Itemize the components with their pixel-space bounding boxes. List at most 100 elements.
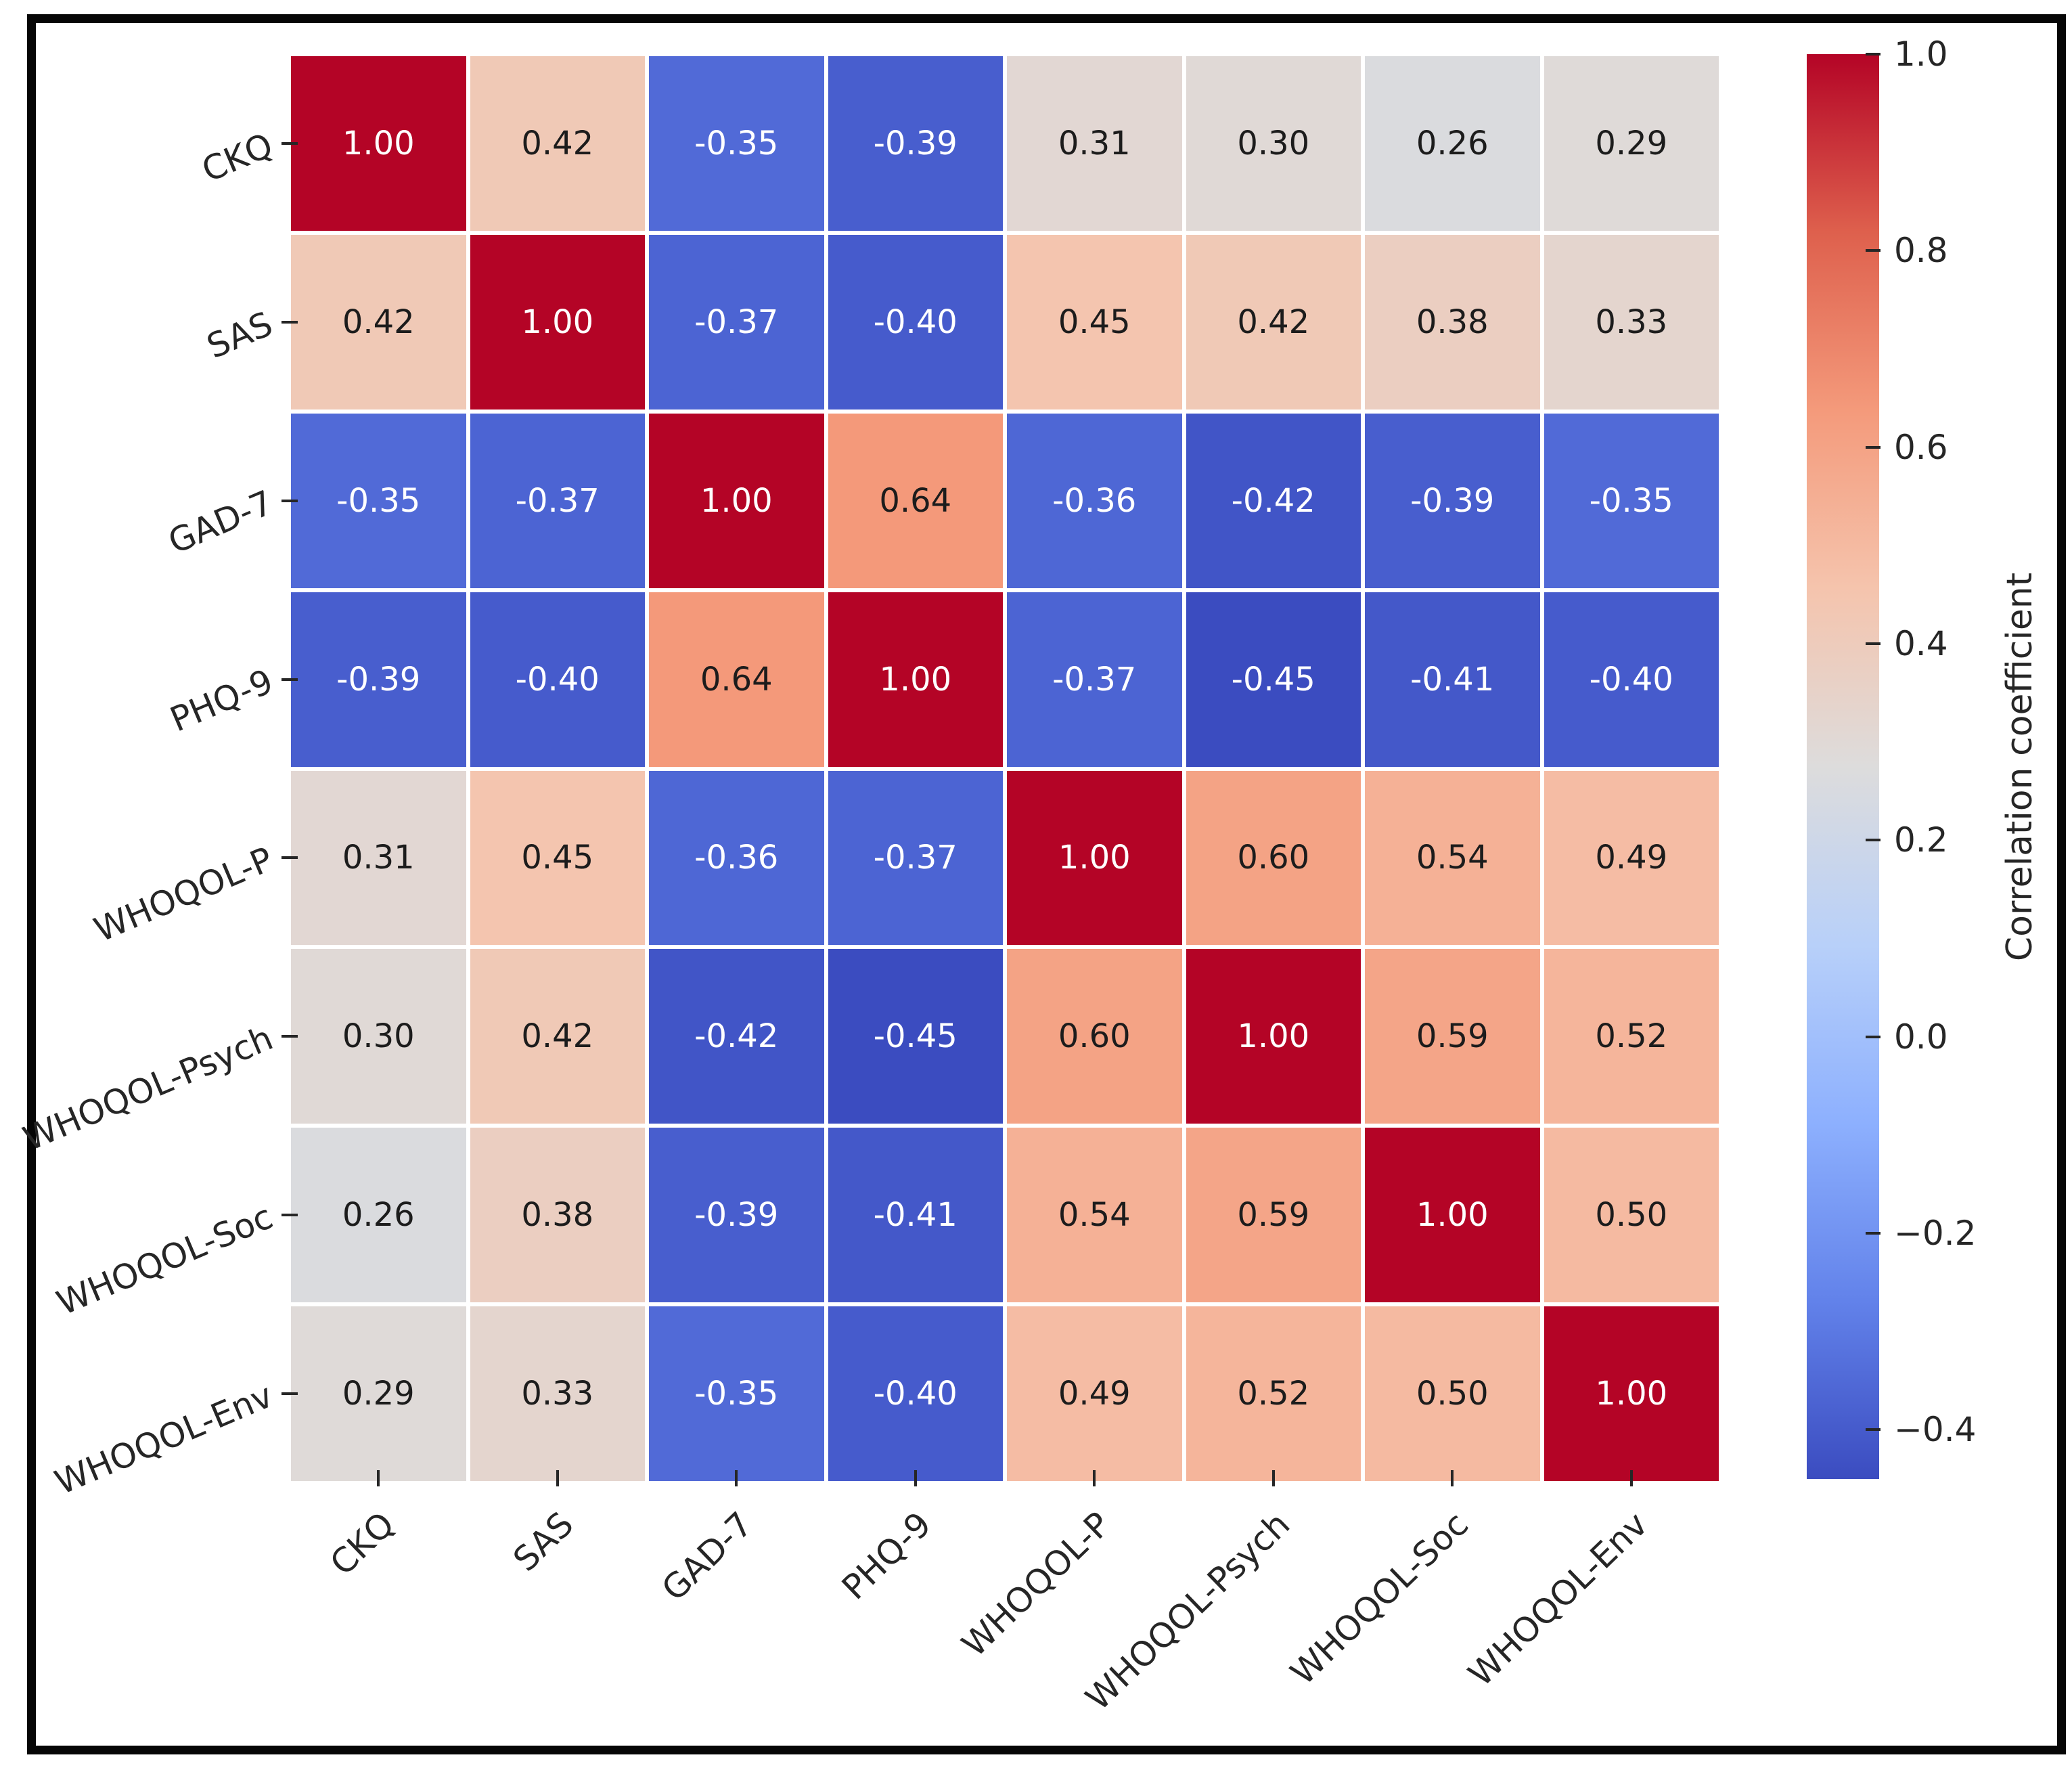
heatmap-cell-PHQ-9-SAS: -0.40 — [470, 592, 645, 767]
colorbar-tick-label: 0.4 — [1894, 624, 1948, 664]
heatmap-cell-WHOQOL-Soc-WHOQOL-P: 0.54 — [1007, 1128, 1182, 1303]
x-axis-tick — [735, 1470, 738, 1486]
heatmap-cell-WHOQOL-Psych-CKQ: 0.30 — [291, 949, 466, 1124]
heatmap-cell-SAS-SAS: 1.00 — [470, 234, 645, 410]
colorbar-tick-label: 0.2 — [1894, 820, 1948, 860]
x-axis-tick — [556, 1470, 559, 1486]
x-axis-tick — [1629, 1470, 1633, 1486]
heatmap-cell-SAS-WHOQOL-Psych: 0.42 — [1186, 234, 1361, 410]
heatmap-cell-CKQ-SAS: 0.42 — [470, 56, 645, 231]
colorbar-tick — [1866, 1232, 1880, 1235]
heatmap-cell-SAS-GAD-7: -0.37 — [649, 234, 824, 410]
heatmap-cell-WHOQOL-Psych-PHQ-9: -0.45 — [828, 949, 1003, 1124]
heatmap-cell-GAD-7-CKQ: -0.35 — [291, 413, 466, 588]
heatmap-cell-WHOQOL-Psych-SAS: 0.42 — [470, 949, 645, 1124]
heatmap-cell-PHQ-9-GAD-7: 0.64 — [649, 592, 824, 767]
colorbar-tick-label: 0.6 — [1894, 427, 1948, 467]
y-axis-tick — [281, 1392, 298, 1396]
colorbar-tick-label: 1.0 — [1894, 35, 1948, 74]
heatmap-cell-GAD-7-WHOQOL-Soc: -0.39 — [1365, 413, 1540, 588]
heatmap-cell-PHQ-9-CKQ: -0.39 — [291, 592, 466, 767]
colorbar-tick — [1866, 642, 1880, 646]
heatmap-cell-WHOQOL-Env-WHOQOL-Env: 1.00 — [1544, 1306, 1719, 1481]
y-axis-tick — [281, 1214, 298, 1217]
figure-border — [27, 14, 2066, 1754]
x-axis-tick — [914, 1470, 917, 1486]
heatmap-cell-WHOQOL-P-WHOQOL-Soc: 0.54 — [1365, 770, 1540, 946]
heatmap-cell-WHOQOL-Psych-WHOQOL-Env: 0.52 — [1544, 949, 1719, 1124]
heatmap-cell-CKQ-GAD-7: -0.35 — [649, 56, 824, 231]
heatmap-cell-GAD-7-GAD-7: 1.00 — [649, 413, 824, 588]
colorbar-gradient — [1807, 54, 1879, 1479]
heatmap-cell-WHOQOL-Soc-WHOQOL-Soc: 1.00 — [1365, 1128, 1540, 1303]
colorbar-tick-label: −0.2 — [1894, 1214, 1977, 1254]
heatmap-cell-WHOQOL-Soc-GAD-7: -0.39 — [649, 1128, 824, 1303]
heatmap-cell-WHOQOL-Soc-SAS: 0.38 — [470, 1128, 645, 1303]
heatmap-cell-WHOQOL-Soc-CKQ: 0.26 — [291, 1128, 466, 1303]
heatmap-cell-WHOQOL-Env-SAS: 0.33 — [470, 1306, 645, 1481]
heatmap-cell-WHOQOL-Soc-WHOQOL-Psych: 0.59 — [1186, 1128, 1361, 1303]
colorbar-tick — [1866, 445, 1880, 449]
colorbar-tick-label: −0.4 — [1894, 1410, 1977, 1450]
colorbar-tick — [1866, 1035, 1880, 1038]
heatmap-cell-WHOQOL-Soc-WHOQOL-Env: 0.50 — [1544, 1128, 1719, 1303]
heatmap-cell-WHOQOL-P-GAD-7: -0.36 — [649, 770, 824, 946]
heatmap-cell-GAD-7-WHOQOL-P: -0.36 — [1007, 413, 1182, 588]
heatmap-cell-WHOQOL-Env-GAD-7: -0.35 — [649, 1306, 824, 1481]
colorbar-tick-label: 0.8 — [1894, 231, 1948, 271]
heatmap-cell-SAS-WHOQOL-Env: 0.33 — [1544, 234, 1719, 410]
x-axis-tick — [377, 1470, 380, 1486]
heatmap-cell-WHOQOL-Env-CKQ: 0.29 — [291, 1306, 466, 1481]
y-axis-tick — [281, 141, 298, 145]
x-axis-tick — [1093, 1470, 1096, 1486]
heatmap-cell-WHOQOL-P-CKQ: 0.31 — [291, 770, 466, 946]
heatmap-cell-GAD-7-WHOQOL-Psych: -0.42 — [1186, 413, 1361, 588]
y-axis-tick — [281, 1035, 298, 1038]
heatmap-cell-SAS-PHQ-9: -0.40 — [828, 234, 1003, 410]
heatmap-cell-GAD-7-PHQ-9: 0.64 — [828, 413, 1003, 588]
heatmap-cell-PHQ-9-PHQ-9: 1.00 — [828, 592, 1003, 767]
x-axis-tick — [1451, 1470, 1454, 1486]
heatmap-cell-GAD-7-SAS: -0.37 — [470, 413, 645, 588]
y-axis-tick — [281, 320, 298, 324]
heatmap-cell-PHQ-9-WHOQOL-Psych: -0.45 — [1186, 592, 1361, 767]
heatmap-cell-WHOQOL-Psych-WHOQOL-Psych: 1.00 — [1186, 949, 1361, 1124]
y-axis-tick — [281, 856, 298, 860]
y-axis-tick — [281, 678, 298, 681]
heatmap-cell-WHOQOL-Env-WHOQOL-P: 0.49 — [1007, 1306, 1182, 1481]
heatmap-cell-CKQ-WHOQOL-Psych: 0.30 — [1186, 56, 1361, 231]
heatmap-cell-CKQ-WHOQOL-Env: 0.29 — [1544, 56, 1719, 231]
heatmap-cell-WHOQOL-P-PHQ-9: -0.37 — [828, 770, 1003, 946]
heatmap-cell-CKQ-PHQ-9: -0.39 — [828, 56, 1003, 231]
heatmap-cell-CKQ-CKQ: 1.00 — [291, 56, 466, 231]
heatmap-cell-WHOQOL-Psych-GAD-7: -0.42 — [649, 949, 824, 1124]
heatmap-cell-WHOQOL-Env-WHOQOL-Soc: 0.50 — [1365, 1306, 1540, 1481]
colorbar-tick — [1866, 53, 1880, 56]
colorbar-tick-label: 0.0 — [1894, 1017, 1948, 1057]
colorbar-axis-label: Correlation coefficient — [2000, 572, 2040, 961]
heatmap-cell-SAS-WHOQOL-Soc: 0.38 — [1365, 234, 1540, 410]
heatmap-cell-PHQ-9-WHOQOL-Env: -0.40 — [1544, 592, 1719, 767]
colorbar-tick — [1866, 249, 1880, 252]
correlation-heatmap: 1.00 0.42 -0.35 -0.39 0.31 0.30 0.26 0.29 0.42 1.… — [291, 56, 1719, 1481]
heatmap-cell-WHOQOL-P-WHOQOL-P: 1.00 — [1007, 770, 1182, 946]
heatmap-cell-WHOQOL-Env-WHOQOL-Psych: 0.52 — [1186, 1306, 1361, 1481]
heatmap-cell-CKQ-WHOQOL-P: 0.31 — [1007, 56, 1182, 231]
heatmap-cell-SAS-CKQ: 0.42 — [291, 234, 466, 410]
heatmap-cell-WHOQOL-Soc-PHQ-9: -0.41 — [828, 1128, 1003, 1303]
heatmap-cell-GAD-7-WHOQOL-Env: -0.35 — [1544, 413, 1719, 588]
heatmap-cell-WHOQOL-Env-PHQ-9: -0.40 — [828, 1306, 1003, 1481]
heatmap-cell-WHOQOL-Psych-WHOQOL-Soc: 0.59 — [1365, 949, 1540, 1124]
heatmap-cell-PHQ-9-WHOQOL-P: -0.37 — [1007, 592, 1182, 767]
x-axis-tick — [1271, 1470, 1275, 1486]
colorbar-tick — [1866, 1428, 1880, 1432]
heatmap-cell-SAS-WHOQOL-P: 0.45 — [1007, 234, 1182, 410]
heatmap-cell-PHQ-9-WHOQOL-Soc: -0.41 — [1365, 592, 1540, 767]
heatmap-cell-WHOQOL-P-WHOQOL-Env: 0.49 — [1544, 770, 1719, 946]
heatmap-cell-WHOQOL-P-WHOQOL-Psych: 0.60 — [1186, 770, 1361, 946]
colorbar-tick — [1866, 839, 1880, 842]
heatmap-cell-WHOQOL-P-SAS: 0.45 — [470, 770, 645, 946]
heatmap-cell-CKQ-WHOQOL-Soc: 0.26 — [1365, 56, 1540, 231]
heatmap-cell-WHOQOL-Psych-WHOQOL-P: 0.60 — [1007, 949, 1182, 1124]
